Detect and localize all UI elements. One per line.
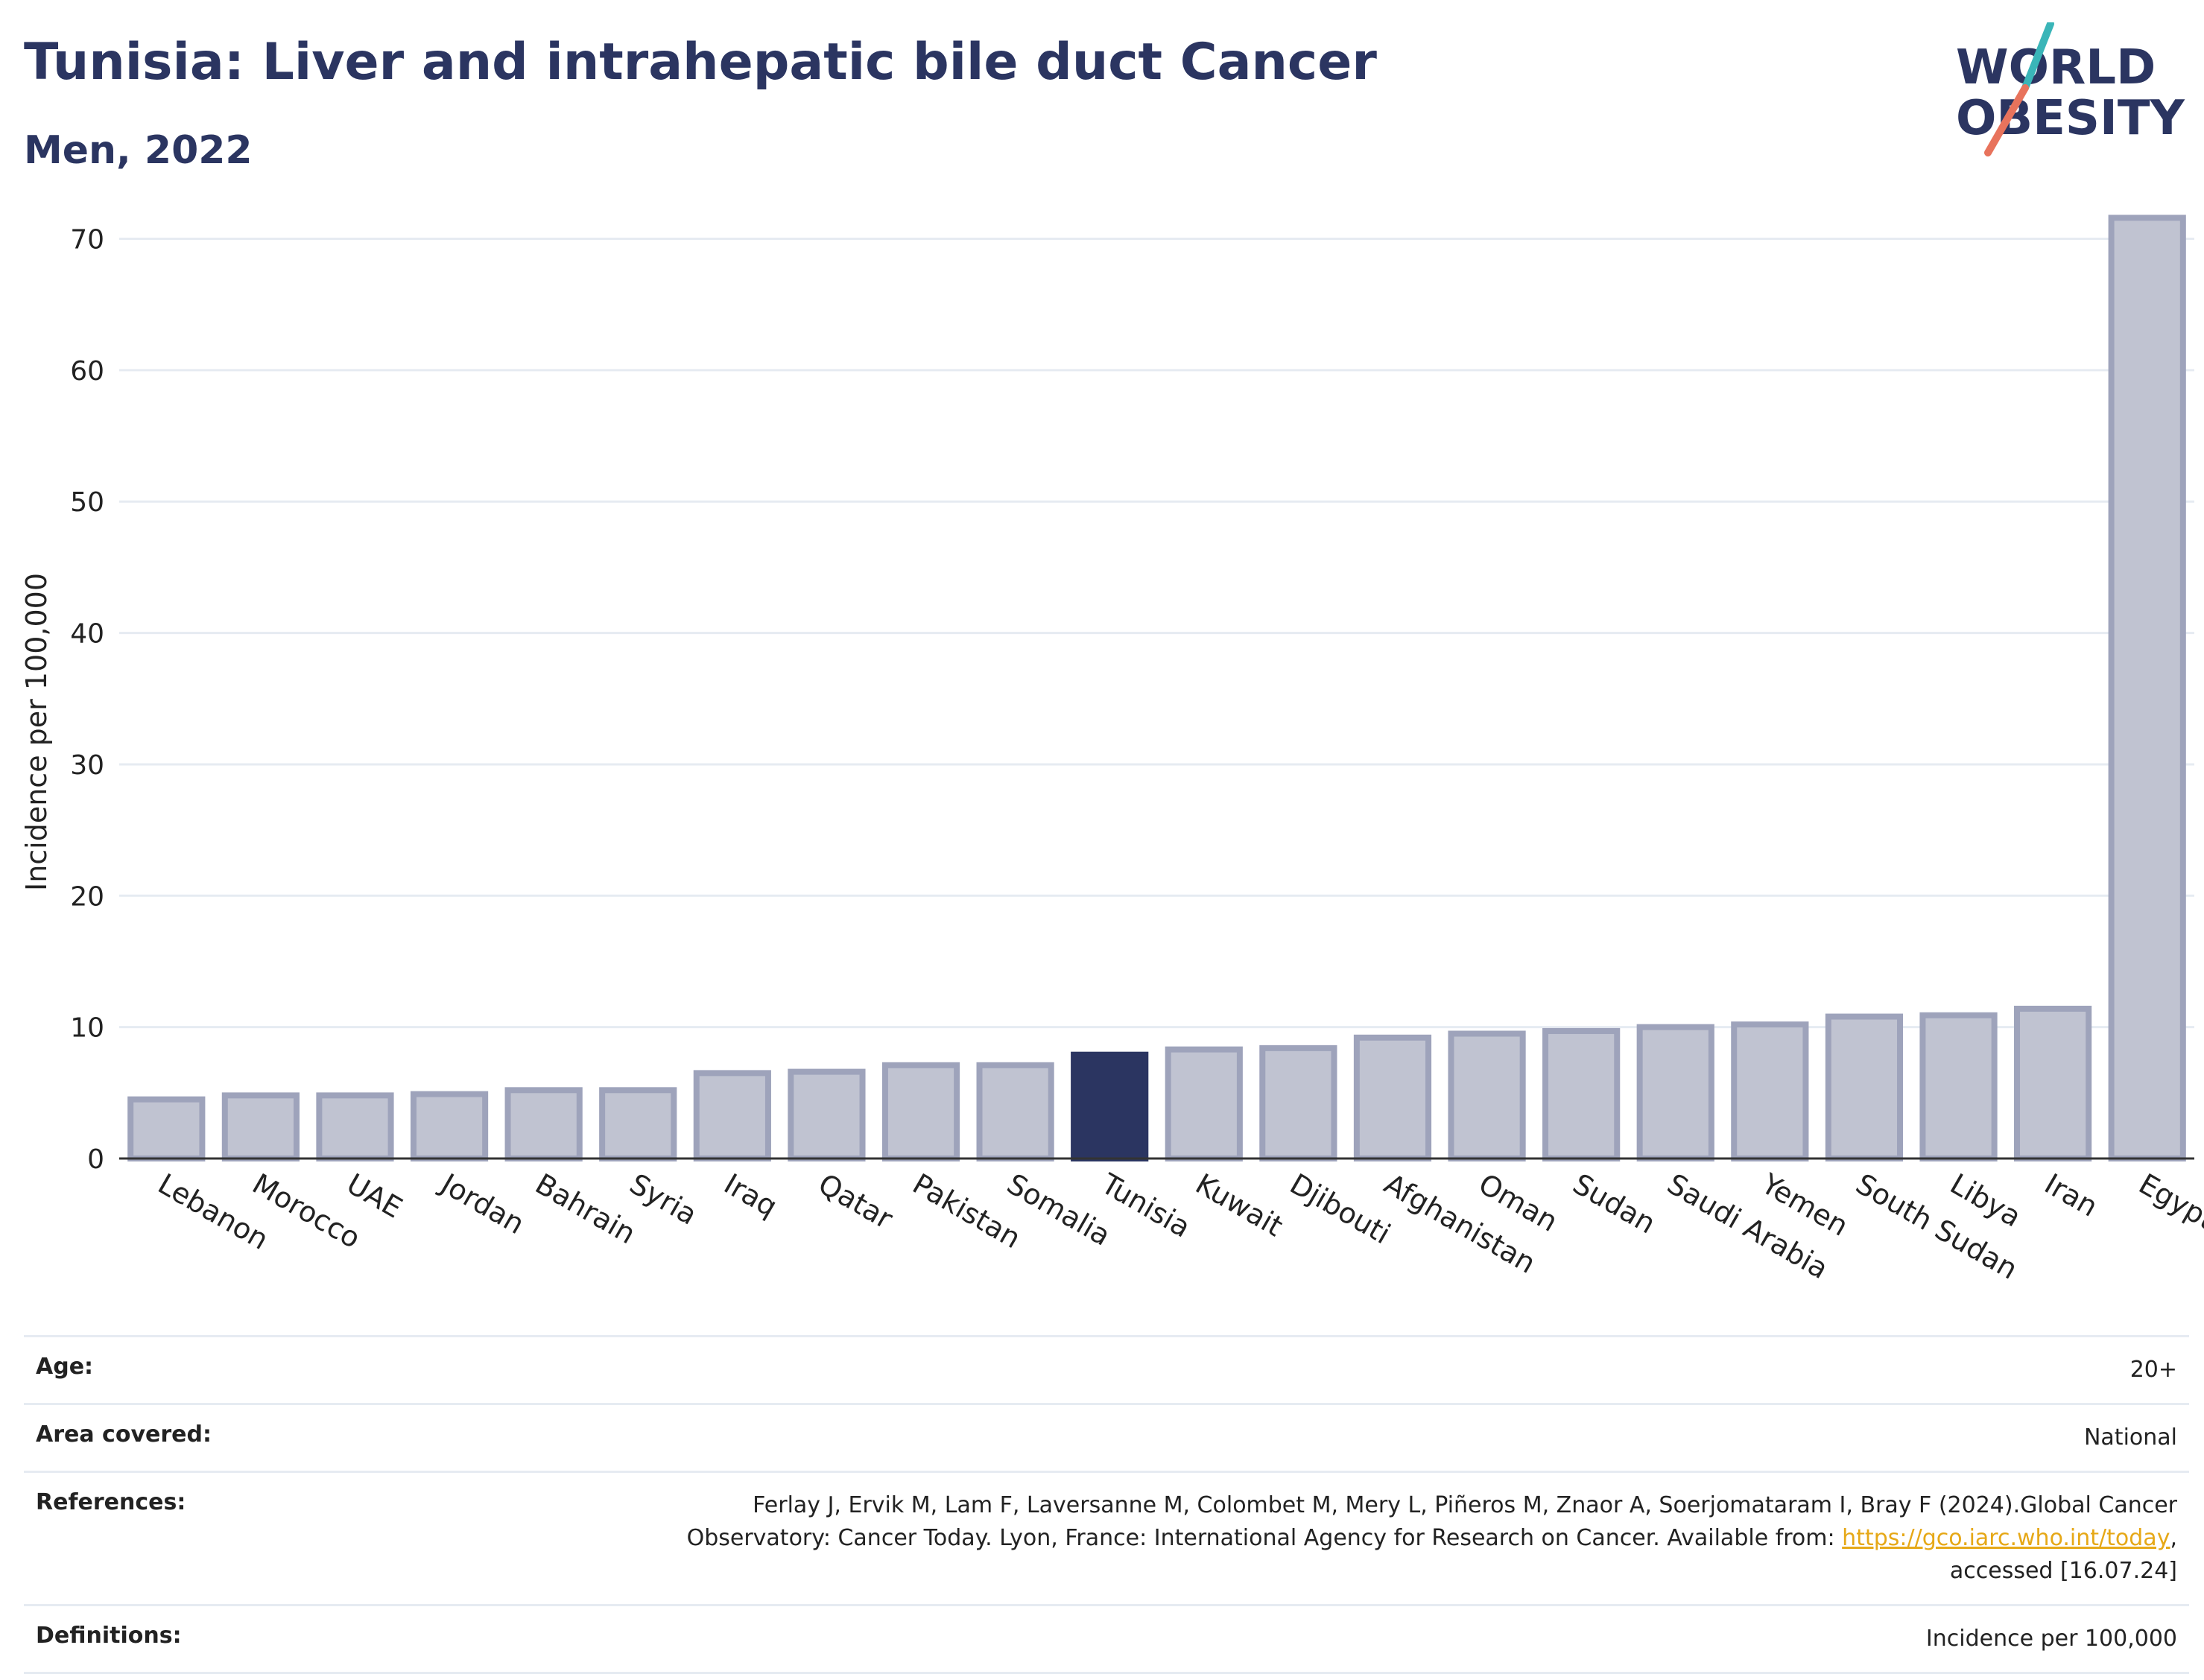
x-tick-label: South Sudan bbox=[1850, 1167, 2023, 1286]
bar-iran bbox=[2014, 1005, 2092, 1162]
y-axis-label: Incidence per 100,000 bbox=[20, 573, 53, 891]
logo-coral-slash bbox=[1984, 84, 2029, 156]
bar-libya bbox=[1919, 1012, 1998, 1161]
logo-teal-slash bbox=[2021, 22, 2054, 92]
bar-somalia bbox=[976, 1062, 1054, 1161]
y-tick-label: 10 bbox=[70, 1013, 104, 1044]
info-row-references: References: Ferlay J, Ervik M, Lam F, La… bbox=[24, 1471, 2189, 1605]
references-value: Ferlay J, Ervik M, Lam F, Laversanne M, … bbox=[361, 1471, 2189, 1605]
bar-kuwait bbox=[1165, 1046, 1243, 1162]
bar-morocco bbox=[221, 1092, 300, 1161]
logo-line-1: WORLD bbox=[1956, 40, 2156, 95]
y-tick-label: 0 bbox=[87, 1144, 104, 1175]
chart-subtitle: Men, 2022 bbox=[24, 128, 253, 173]
info-row-area: Area covered: National bbox=[24, 1403, 2189, 1472]
info-row-definitions: Definitions: Incidence per 100,000 bbox=[24, 1604, 2189, 1674]
bar-south-sudan bbox=[1825, 1013, 1904, 1161]
bar-djibouti bbox=[1259, 1045, 1337, 1161]
bars bbox=[127, 215, 2186, 1162]
y-tick-label: 60 bbox=[70, 356, 104, 387]
bar-egypt bbox=[2108, 215, 2186, 1161]
x-tick-label: Qatar bbox=[813, 1167, 899, 1236]
references-line-1: Ferlay J, Ervik M, Lam F, Laversanne M, … bbox=[753, 1492, 2177, 1518]
x-tick-label: Bahrain bbox=[530, 1167, 641, 1251]
references-line-2-end: , bbox=[2170, 1525, 2177, 1551]
x-tick-label: Jordan bbox=[434, 1167, 530, 1241]
world-obesity-logo: WORLD OBESITY bbox=[1956, 22, 2185, 156]
bar-saudi-arabia bbox=[1636, 1024, 1714, 1162]
area-label: Area covered: bbox=[24, 1403, 361, 1472]
x-tick-label: Iraq bbox=[718, 1167, 782, 1223]
y-tick-label: 50 bbox=[70, 487, 104, 518]
y-tick-label: 40 bbox=[70, 619, 104, 650]
bar-uae bbox=[316, 1092, 394, 1161]
x-tick-label: Sudan bbox=[1568, 1167, 1662, 1240]
references-line-2-text: Observatory: Cancer Today. Lyon, France:… bbox=[686, 1525, 1843, 1551]
info-table: Age: 20+ Area covered: National Referenc… bbox=[24, 1335, 2189, 1674]
bar-yemen bbox=[1731, 1021, 1809, 1161]
bar-tunisia bbox=[1071, 1051, 1149, 1161]
y-tick-labels: 0 10 20 30 40 50 60 70 bbox=[70, 225, 104, 1175]
bar-pakistan bbox=[881, 1062, 960, 1161]
bar-syria bbox=[599, 1087, 677, 1161]
bar-lebanon bbox=[127, 1096, 206, 1161]
references-label: References: bbox=[24, 1471, 361, 1605]
bar-jordan bbox=[410, 1091, 489, 1162]
x-tick-label: Saudi Arabia bbox=[1662, 1167, 1834, 1286]
y-tick-label: 70 bbox=[70, 225, 104, 256]
bar-qatar bbox=[788, 1068, 866, 1162]
bar-afghanistan bbox=[1353, 1034, 1432, 1161]
references-line-2: Observatory: Cancer Today. Lyon, France:… bbox=[373, 1522, 2177, 1555]
age-value: 20+ bbox=[361, 1335, 2189, 1404]
bar-iraq bbox=[693, 1070, 771, 1161]
definitions-value: Incidence per 100,000 bbox=[361, 1604, 2189, 1674]
x-tick-label: Iran bbox=[2039, 1167, 2103, 1223]
y-tick-label: 20 bbox=[70, 881, 104, 912]
x-tick-label: Djibouti bbox=[1285, 1167, 1396, 1251]
x-tick-label: Pakistan bbox=[908, 1167, 1027, 1255]
area-value: National bbox=[361, 1403, 2189, 1472]
x-tick-label: UAE bbox=[341, 1167, 408, 1225]
definitions-label: Definitions: bbox=[24, 1604, 361, 1674]
references-link[interactable]: https://gco.iarc.who.int/today bbox=[1842, 1525, 2170, 1551]
grid-lines bbox=[119, 238, 2194, 1029]
age-label: Age: bbox=[24, 1335, 361, 1404]
x-tick-label: Egypt bbox=[2133, 1167, 2204, 1237]
references-line-3: accessed [16.07.24] bbox=[1949, 1558, 2177, 1584]
x-tick-label: Kuwait bbox=[1190, 1167, 1288, 1243]
chart-title: Tunisia: Liver and intrahepatic bile duc… bbox=[24, 33, 1377, 92]
info-row-age: Age: 20+ bbox=[24, 1335, 2189, 1404]
bar-oman bbox=[1448, 1030, 1526, 1161]
y-tick-label: 30 bbox=[70, 750, 104, 781]
bar-sudan bbox=[1542, 1027, 1621, 1162]
bar-bahrain bbox=[504, 1087, 583, 1161]
